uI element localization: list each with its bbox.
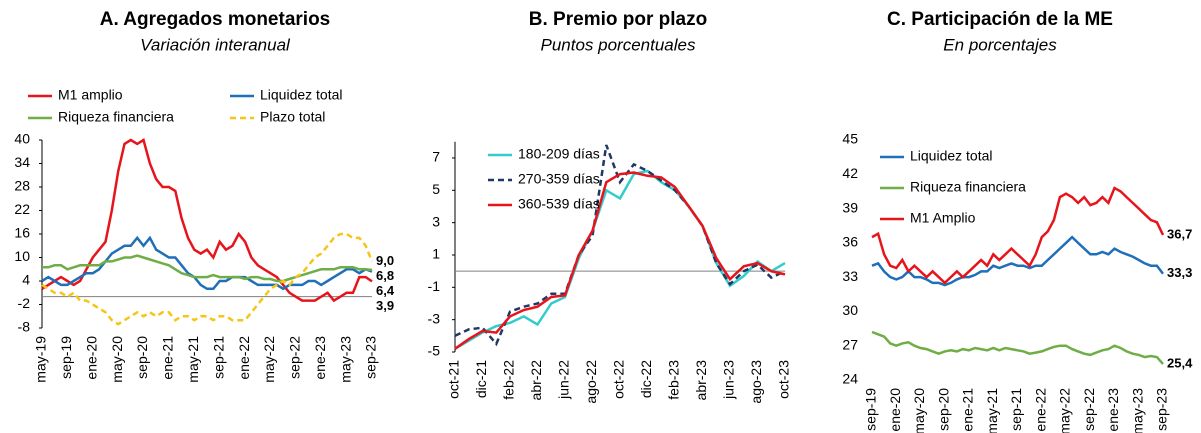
legend-label: Riqueza financiera [910,179,1026,195]
x-tick-label: oct-23 [776,360,792,399]
y-tick-label: -1 [428,278,441,294]
legend-label: Liquidez total [260,87,343,103]
x-tick-label: sep-19 [863,388,879,431]
y-tick-label: 22 [14,201,30,217]
y-tick-label: 27 [842,336,858,352]
x-tick-label: oct-21 [446,360,462,399]
chart-title: A. Agregados monetarios [100,9,331,30]
x-tick-label: sep-22 [1081,388,1097,431]
y-tick-label: 36 [842,234,858,250]
x-tick-label: ene-23 [312,336,328,380]
y-tick-label: 39 [842,199,858,215]
y-tick-label: -8 [18,319,31,335]
x-tick-label: sep-23 [363,336,379,379]
legend-label: M1 Amplio [910,210,976,226]
value-label: 6,4 [376,283,395,298]
y-tick-label: 34 [14,154,30,170]
x-tick-label: may-20 [109,336,125,383]
x-tick-label: ene-21 [160,336,176,380]
x-tick-label: may-22 [1057,388,1073,433]
value-label: 3,9 [376,298,394,313]
y-tick-label: -3 [428,310,441,326]
y-tick-label: -5 [428,343,441,359]
x-tick-label: abr-22 [528,360,544,401]
x-tick-label: ene-22 [236,336,252,380]
x-tick-label: may-21 [984,388,1000,433]
x-tick-label: dic-22 [638,360,654,398]
x-tick-label: sep-20 [935,388,951,431]
x-tick-label: sep-21 [1008,388,1024,431]
x-tick-label: dic-21 [473,360,489,398]
y-tick-label: 28 [14,178,30,194]
y-tick-label: 3 [432,213,440,229]
x-tick-label: oct-22 [611,360,627,399]
x-tick-label: feb-23 [666,360,682,400]
y-tick-label: 30 [842,302,858,318]
y-tick-label: 24 [842,371,858,387]
legend-label: 360-539 días [518,196,600,212]
legend-label: 180-209 días [518,146,600,162]
x-tick-label: ene-23 [1105,388,1121,432]
x-tick-label: ene-22 [1032,388,1048,432]
value-label: 25,4 [1167,355,1193,370]
series-line [42,254,373,283]
chart-subtitle: En porcentajes [943,35,1057,54]
x-tick-label: ago-23 [748,360,764,404]
x-tick-label: ene-20 [887,388,903,432]
series-line [871,330,1164,365]
series-line [871,235,1164,287]
x-tick-label: abr-23 [693,360,709,401]
chart-title: C. Participación de la ME [887,9,1113,30]
series-line [871,186,1165,285]
x-tick-label: jun-22 [556,360,572,400]
y-tick-label: 16 [14,225,30,241]
x-tick-label: may-20 [911,388,927,433]
x-tick-label: sep-19 [58,336,74,379]
x-tick-label: jun-23 [721,360,737,400]
series-line [454,171,786,350]
legend-label: Riqueza financiera [58,109,174,125]
series-line [41,235,373,291]
x-tick-label: feb-22 [501,360,517,400]
chart-subtitle: Variación interanual [140,35,291,54]
y-tick-label: 10 [14,248,30,264]
x-tick-label: may-21 [185,336,201,383]
y-tick-label: 1 [432,246,440,262]
legend-label: 270-359 días [518,171,600,187]
y-tick-label: 33 [842,268,858,284]
y-tick-label: 4 [22,272,30,288]
y-tick-label: 7 [432,149,440,165]
chart-title: B. Premio por plazo [529,9,707,30]
x-tick-label: sep-23 [1154,388,1170,431]
y-tick-label: 5 [432,181,440,197]
x-tick-label: may-23 [1129,388,1145,433]
x-tick-label: ene-20 [83,336,99,380]
series-line [41,232,374,326]
x-tick-label: sep-20 [134,336,150,379]
x-tick-label: sep-22 [287,336,303,379]
chart-subtitle: Puntos porcentuales [541,35,696,54]
x-tick-label: may-22 [261,336,277,383]
legend-label: Plazo total [260,109,325,125]
series-line [41,138,373,303]
x-tick-label: ene-21 [960,388,976,432]
legend-label: M1 amplio [58,87,123,103]
value-label: 36,7 [1167,226,1192,241]
series-line [454,144,786,347]
x-tick-label: may-19 [33,336,49,383]
x-tick-label: may-23 [337,336,353,383]
value-label: 9,0 [376,253,394,268]
legend-label: Liquidez total [910,148,993,164]
x-tick-label: sep-21 [210,336,226,379]
y-tick-label: 45 [842,131,858,147]
value-label: 33,3 [1167,265,1192,280]
y-tick-label: -2 [18,295,31,311]
value-label: 6,8 [376,268,394,283]
y-tick-label: 42 [842,165,858,181]
x-tick-label: ago-22 [583,360,599,404]
y-tick-label: 40 [14,131,30,147]
